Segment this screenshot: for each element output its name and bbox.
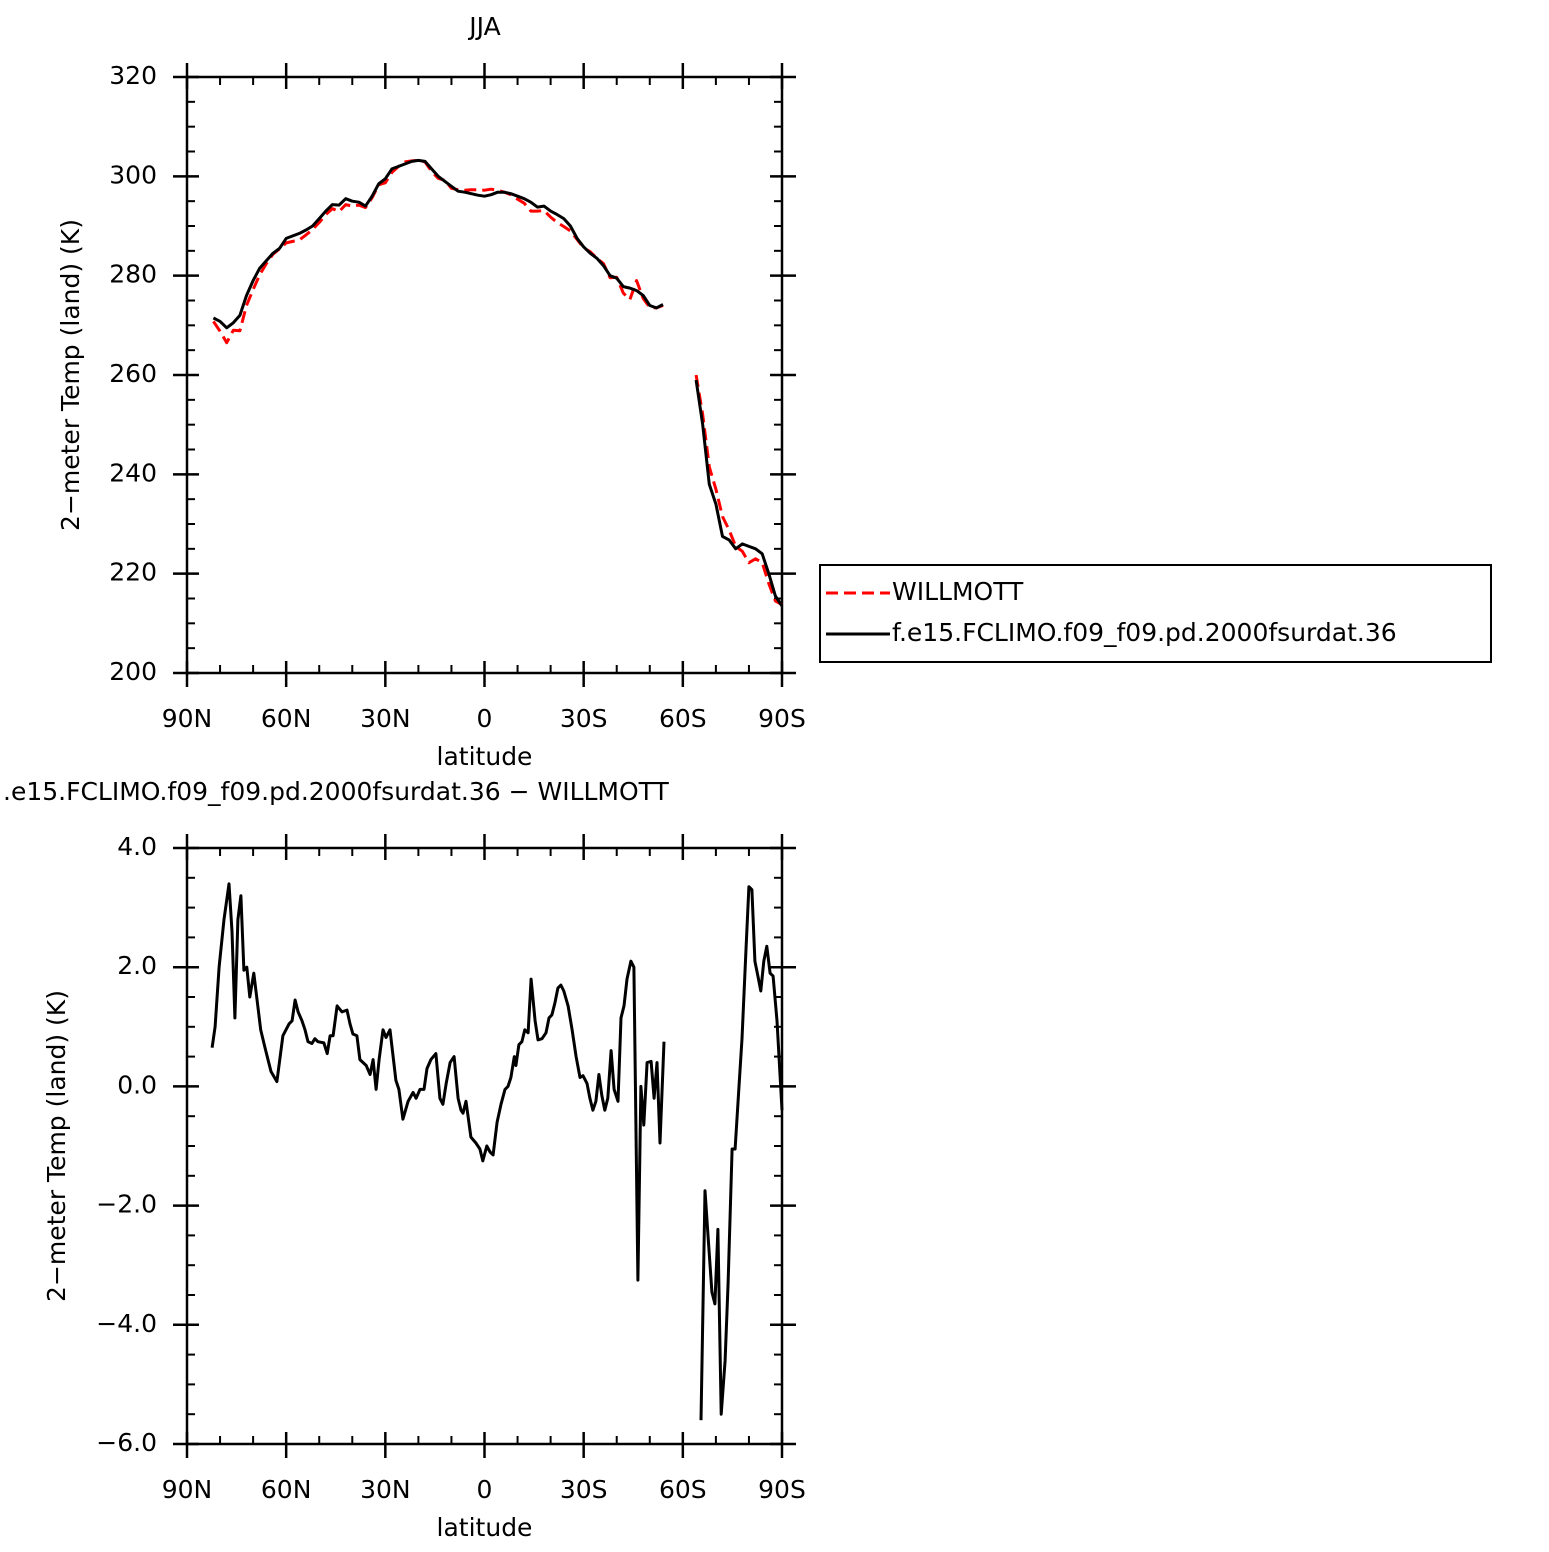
- y-tick-label: 240: [109, 458, 157, 487]
- y-axis-label: 2−meter Temp (land) (K): [42, 990, 71, 1302]
- x-tick-label: 30N: [360, 1475, 411, 1504]
- data-line: [212, 158, 784, 607]
- y-tick-label: 200: [109, 657, 157, 686]
- x-tick-label: 90S: [758, 1475, 806, 1504]
- chart-title: .e15.FCLIMO.f09_f09.pd.2000fsurdat.36 − …: [3, 777, 670, 806]
- x-axis-label: latitude: [437, 742, 533, 771]
- x-tick-label: 60S: [659, 1475, 707, 1504]
- plot-frame: [185, 75, 784, 675]
- y-axis-label: 2−meter Temp (land) (K): [56, 219, 85, 531]
- x-axis-label: latitude: [437, 1513, 533, 1542]
- y-tick-label: 260: [109, 359, 157, 388]
- legend-label: WILLMOTT: [892, 577, 1024, 606]
- x-tick-label: 60N: [261, 1475, 312, 1504]
- y-tick-label: 4.0: [117, 832, 157, 861]
- y-tick-label: −2.0: [96, 1190, 157, 1219]
- x-tick-label: 0: [477, 704, 493, 733]
- x-tick-label: 0: [477, 1475, 493, 1504]
- x-tick-label: 60N: [261, 704, 312, 733]
- x-tick-label: 30S: [560, 704, 608, 733]
- x-tick-label: 30S: [560, 1475, 608, 1504]
- y-tick-label: 300: [109, 160, 157, 189]
- y-tick-label: −6.0: [96, 1428, 157, 1457]
- data-line: [210, 882, 784, 1421]
- x-tick-label: 90N: [162, 704, 213, 733]
- legend-label: f.e15.FCLIMO.f09_f09.pd.2000fsurdat.36: [892, 618, 1397, 647]
- chart-title: JJA: [467, 12, 500, 41]
- y-tick-label: 0.0: [117, 1070, 157, 1099]
- x-tick-label: 60S: [659, 704, 707, 733]
- legend-box: [819, 564, 1492, 663]
- x-tick-label: 30N: [360, 704, 411, 733]
- x-tick-label: 90N: [162, 1475, 213, 1504]
- x-tick-label: 90S: [758, 704, 806, 733]
- y-tick-label: 220: [109, 558, 157, 587]
- y-tick-label: 280: [109, 260, 157, 289]
- y-tick-label: 2.0: [117, 951, 157, 980]
- y-tick-label: −4.0: [96, 1309, 157, 1338]
- y-tick-label: 320: [109, 61, 157, 90]
- plot-frame: [185, 846, 784, 1446]
